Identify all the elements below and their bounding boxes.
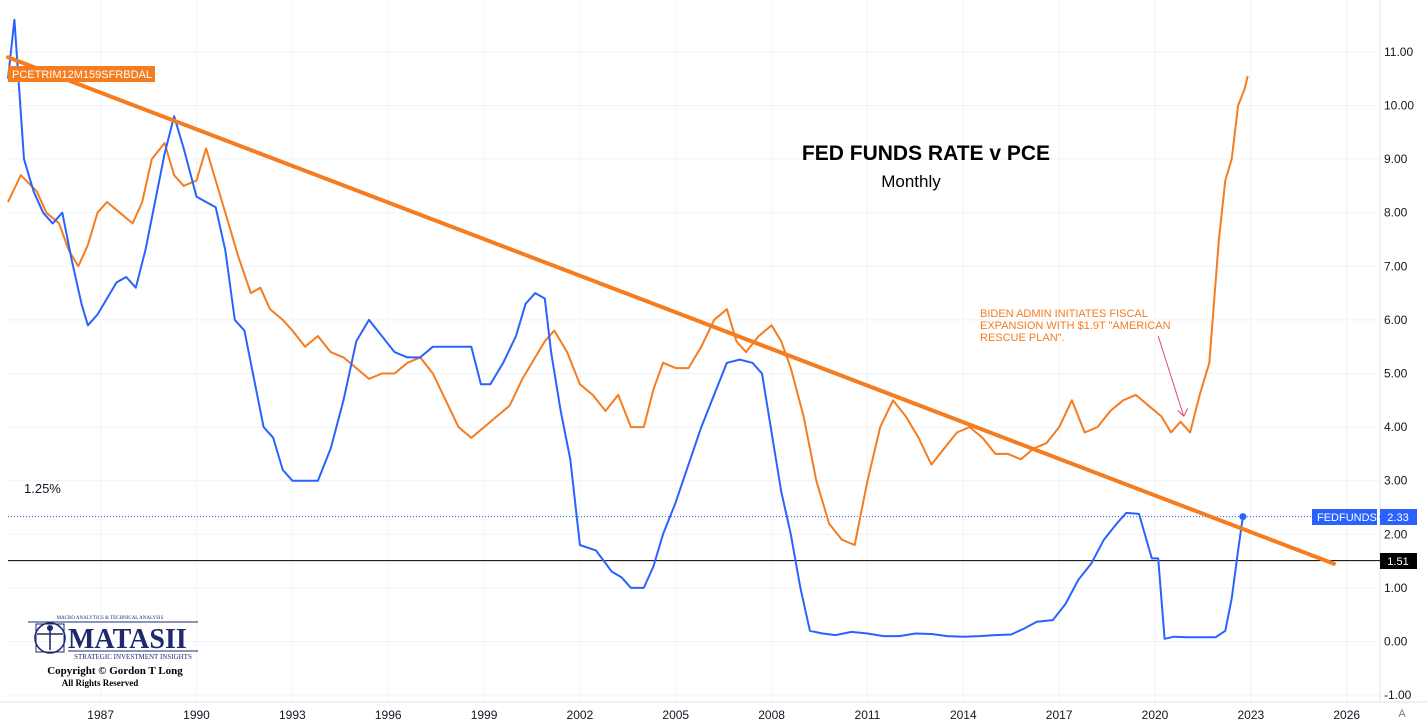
legend-tag-pce-bg bbox=[8, 66, 155, 82]
y-tick-label: 2.00 bbox=[1384, 527, 1408, 541]
series-group bbox=[6, 18, 1380, 640]
matasii-logo: MACRO ANALYTICS & TECHNICAL ANALYSIS MAT… bbox=[28, 616, 198, 688]
x-tick-label: 2002 bbox=[567, 708, 594, 722]
fedfunds-value-bg bbox=[1380, 509, 1417, 525]
x-tick-label: 2026 bbox=[1333, 708, 1360, 722]
logo-rights: All Rights Reserved bbox=[62, 678, 139, 688]
x-tick-label: 2023 bbox=[1238, 708, 1265, 722]
fedfunds-tag: FEDFUNDS 2.33 bbox=[1312, 509, 1417, 525]
x-tick-label: 2011 bbox=[855, 708, 881, 722]
x-tick-label: 1987 bbox=[87, 708, 114, 722]
y-tick-label: 6.00 bbox=[1384, 313, 1408, 327]
fedfunds-tag-bg bbox=[1312, 509, 1377, 525]
x-tick-label: 2017 bbox=[1046, 708, 1073, 722]
black-line-value: 1.51 bbox=[1387, 556, 1408, 568]
x-tick-label: 1999 bbox=[471, 708, 498, 722]
fedfunds-tag-label: FEDFUNDS bbox=[1317, 512, 1377, 524]
x-axis: 1987 1990 1993 1996 1999 2002 2005 2008 2011 2014… bbox=[87, 708, 1360, 722]
x-tick-label: 2014 bbox=[950, 708, 977, 722]
grid bbox=[0, 0, 1427, 703]
annotation-line-1: BIDEN ADMIN INITIATES FISCAL bbox=[980, 308, 1148, 320]
left-value-label: 1.25% bbox=[24, 481, 61, 496]
y-tick-label: 4.00 bbox=[1384, 420, 1408, 434]
logo-tagline: MACRO ANALYTICS & TECHNICAL ANALYSIS bbox=[57, 616, 164, 621]
annotation-line-2: EXPANSION WITH $1.9T "AMERICAN bbox=[980, 320, 1171, 332]
y-tick-label: -1.00 bbox=[1384, 688, 1412, 702]
legend-tag-pce: PCETRIM12M159SFRBDAL bbox=[8, 66, 155, 82]
y-tick-label: 5.00 bbox=[1384, 367, 1408, 381]
y-tick-label: 3.00 bbox=[1384, 474, 1408, 488]
x-tick-label: 2005 bbox=[662, 708, 689, 722]
logo-copyright: Copyright © Gordon T Long bbox=[47, 665, 183, 677]
y-tick-label: 9.00 bbox=[1384, 152, 1408, 166]
y-tick-label: 1.00 bbox=[1384, 581, 1408, 595]
y-tick-label: 0.00 bbox=[1384, 635, 1408, 649]
y-tick-label: 11.00 bbox=[1384, 45, 1413, 59]
x-tick-label: 1990 bbox=[183, 708, 210, 722]
chart-subtitle: Monthly bbox=[881, 172, 941, 191]
x-tick-label: 1993 bbox=[279, 708, 306, 722]
y-tick-label: 7.00 bbox=[1384, 259, 1408, 273]
fedfunds-value: 2.33 bbox=[1387, 512, 1408, 524]
y-tick-label: 8.00 bbox=[1384, 206, 1408, 220]
black-value-bg bbox=[1380, 553, 1417, 569]
logo-name: MATASII bbox=[68, 624, 187, 655]
logo-subtitle: STRATEGIC INVESTMENT INSIGHTS bbox=[74, 653, 192, 661]
black-line-tag: 1.51 bbox=[1380, 553, 1417, 569]
vitruvian-icon bbox=[34, 622, 66, 654]
x-tick-label: 1996 bbox=[375, 708, 402, 722]
auto-scale-button[interactable]: A bbox=[1398, 708, 1406, 720]
fedfunds-last-point bbox=[1239, 513, 1247, 521]
legend-tag-pce-label: PCETRIM12M159SFRBDAL bbox=[12, 69, 152, 81]
pce-line bbox=[7, 75, 1249, 546]
annotation: BIDEN ADMIN INITIATES FISCAL EXPANSION W… bbox=[980, 308, 1171, 344]
chart-title: FED FUNDS RATE v PCE bbox=[802, 142, 1050, 165]
y-axis: -1.00 0.00 1.00 2.00 3.00 4.00 5.00 6.00 7.00 8.0… bbox=[1384, 45, 1414, 702]
trendline bbox=[6, 55, 1336, 566]
annotation-arrow-head bbox=[1177, 408, 1189, 417]
x-tick-label: 2008 bbox=[758, 708, 785, 722]
x-tick-label: 2020 bbox=[1142, 708, 1169, 722]
y-tick-label: 10.00 bbox=[1384, 99, 1414, 113]
annotation-arrow bbox=[1157, 335, 1185, 417]
annotation-line-3: RESCUE PLAN". bbox=[980, 332, 1065, 344]
